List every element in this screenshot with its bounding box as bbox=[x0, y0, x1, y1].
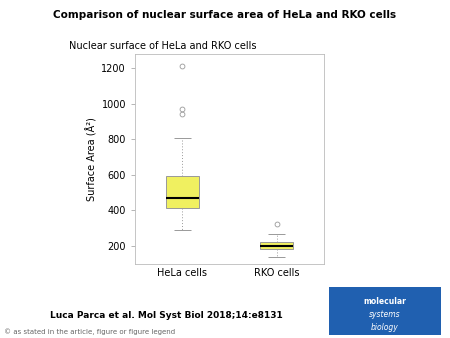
Text: biology: biology bbox=[371, 322, 399, 332]
Bar bbox=[260, 242, 293, 248]
Y-axis label: Surface Area (Å²): Surface Area (Å²) bbox=[86, 117, 97, 201]
Text: © as stated in the article, figure or figure legend: © as stated in the article, figure or fi… bbox=[4, 328, 176, 335]
Text: Luca Parca et al. Mol Syst Biol 2018;14:e8131: Luca Parca et al. Mol Syst Biol 2018;14:… bbox=[50, 311, 283, 320]
Text: molecular: molecular bbox=[363, 297, 406, 306]
Text: Nuclear surface of HeLa and RKO cells: Nuclear surface of HeLa and RKO cells bbox=[69, 41, 256, 50]
Text: systems: systems bbox=[369, 310, 400, 319]
Text: Comparison of nuclear surface area of HeLa and RKO cells: Comparison of nuclear surface area of He… bbox=[54, 10, 396, 20]
Bar bbox=[166, 176, 199, 208]
